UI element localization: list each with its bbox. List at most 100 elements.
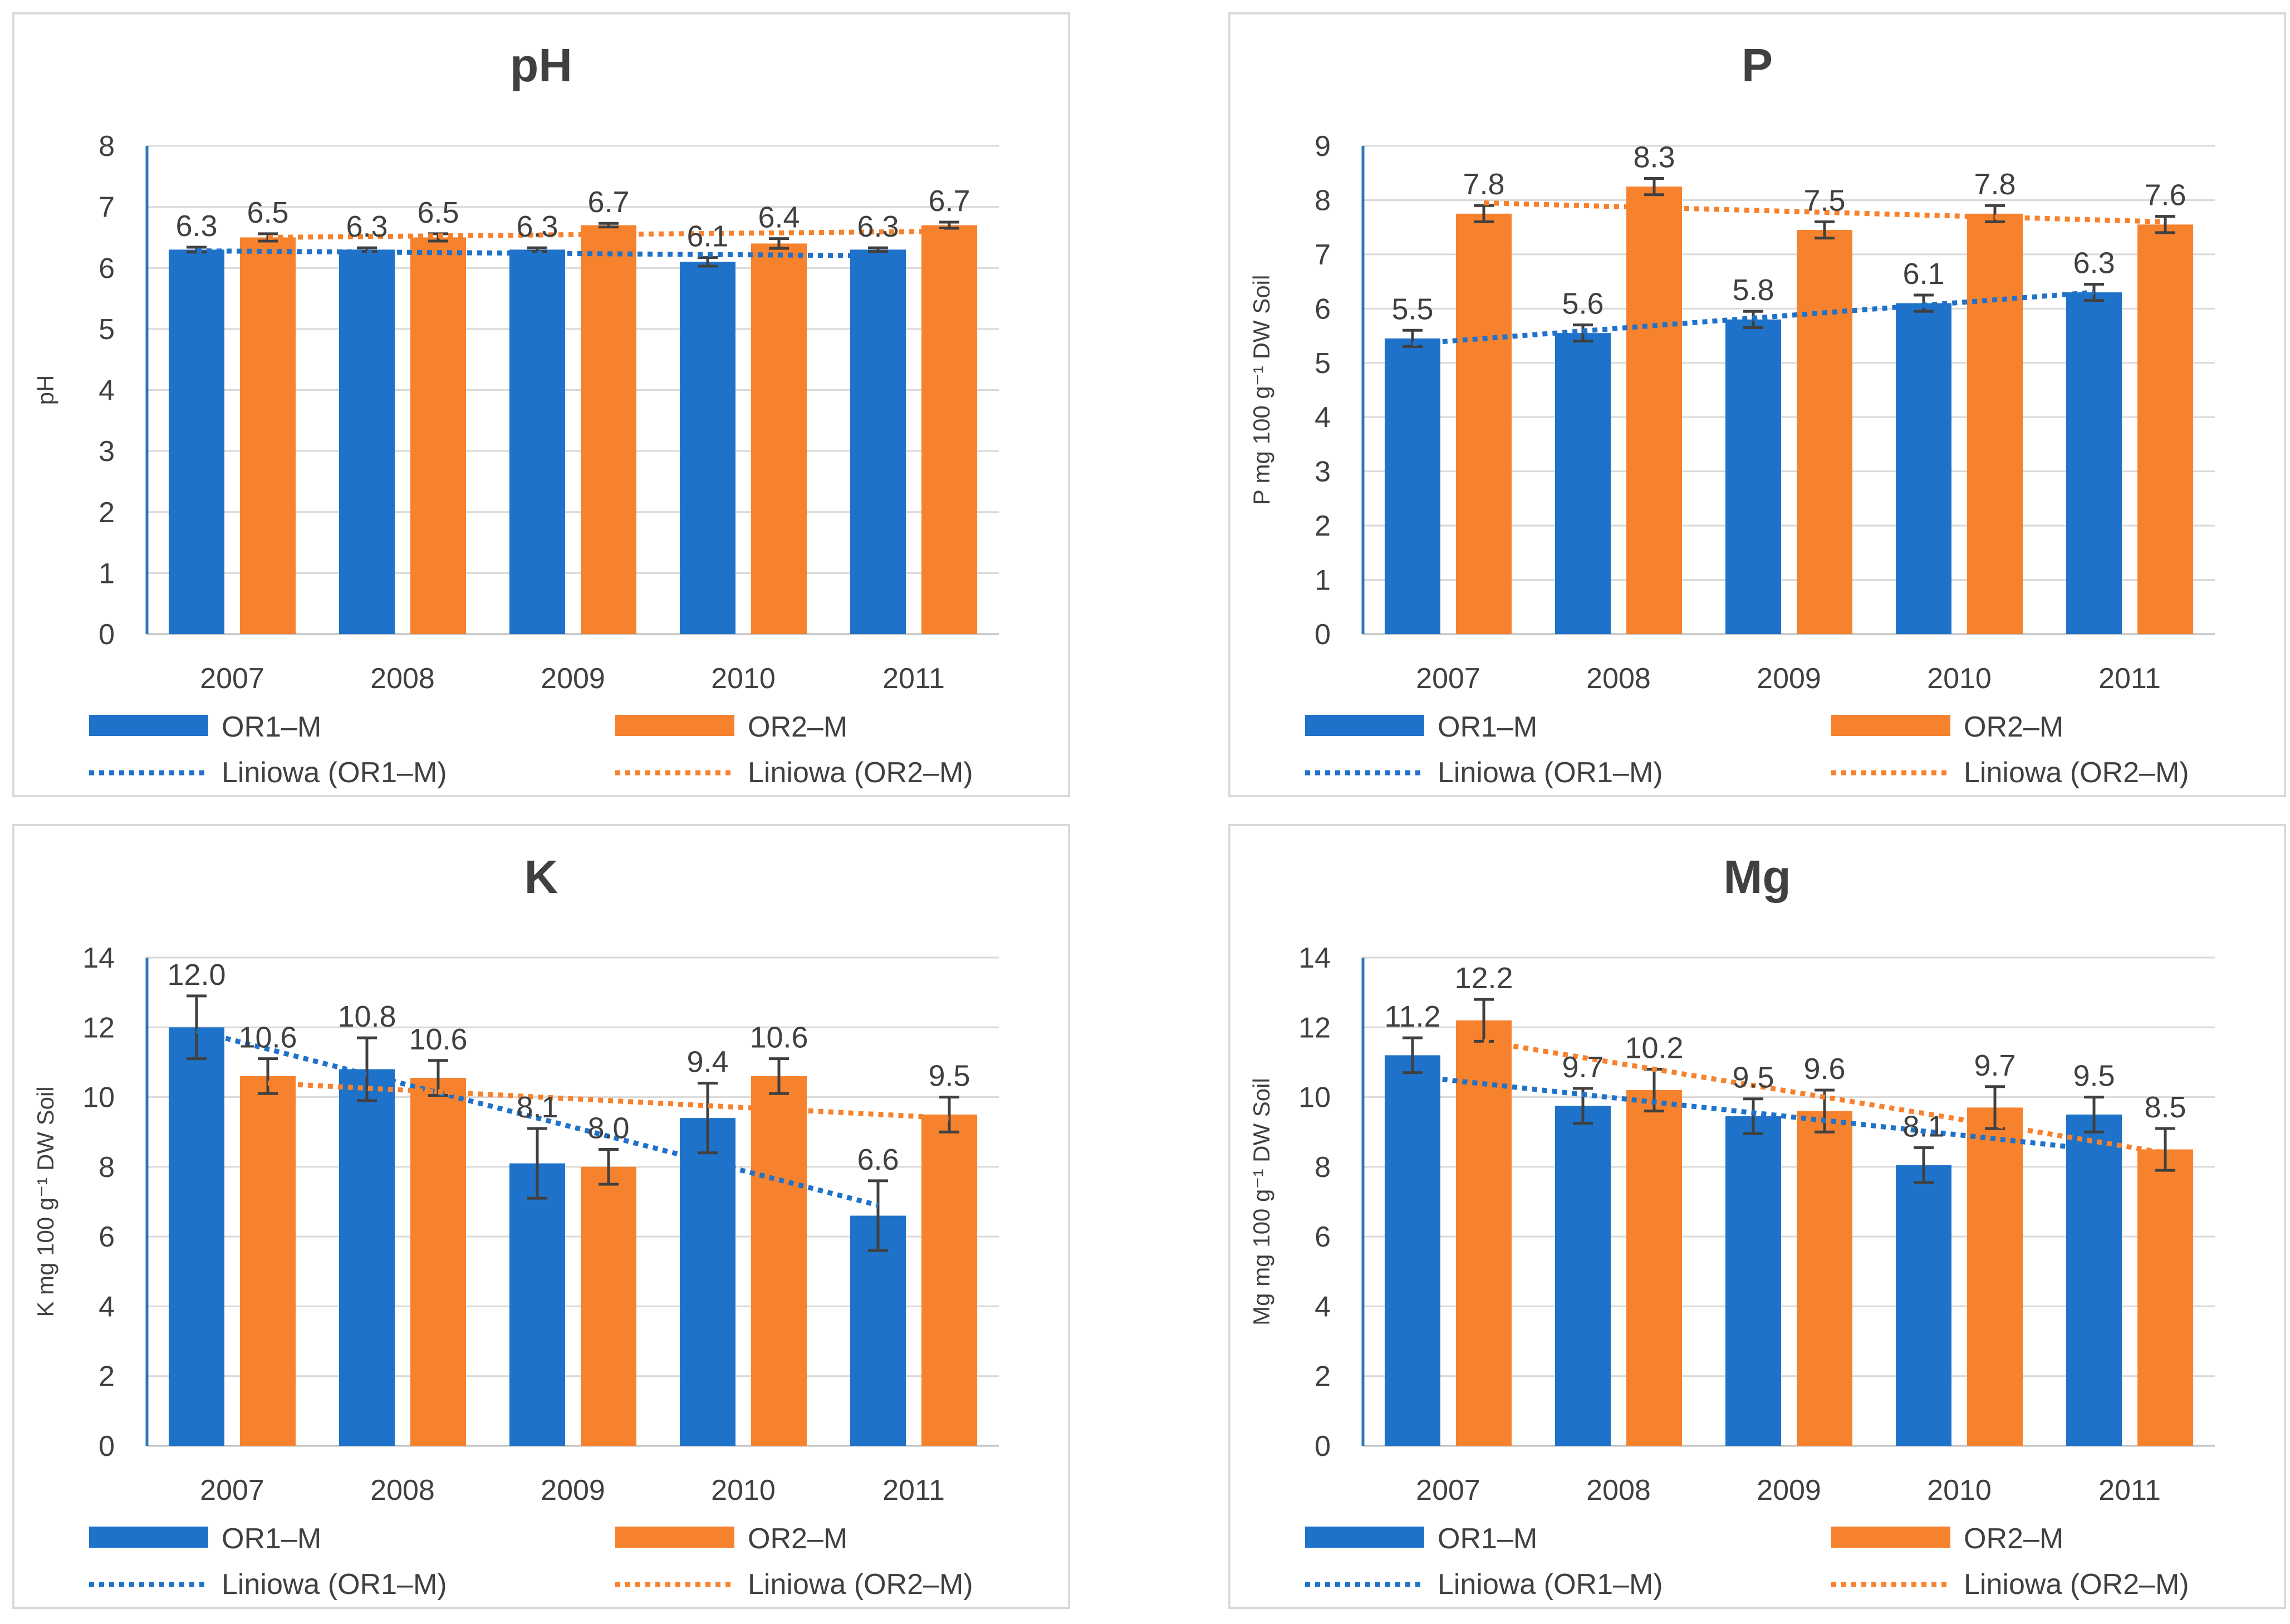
y-tick-label: 9: [1315, 130, 1331, 163]
chart-title: K: [524, 851, 558, 903]
legend-label-or2: OR2–M: [1964, 1523, 2063, 1555]
legend-trend-label-or1: Liniowa (OR1–M): [1438, 1568, 1663, 1601]
error-bar: [2155, 215, 2175, 234]
bar-or1-2009: [1725, 1116, 1781, 1446]
bar-or1-2009: [509, 1163, 565, 1446]
x-tick-label: 2007: [200, 663, 264, 695]
legend-trend-label-or1: Liniowa (OR1–M): [222, 1568, 447, 1601]
x-tick-label: 2007: [1416, 663, 1480, 695]
trendline-or2: [267, 228, 950, 240]
error-bar: [769, 237, 789, 250]
x-tick-label: 2007: [1416, 1474, 1480, 1507]
y-tick-label: 4: [1315, 1291, 1331, 1323]
bar-or2-2010: [1967, 1107, 2023, 1446]
bar-or1-2007: [1385, 1055, 1440, 1446]
legend-swatch-or2: [615, 1527, 734, 1548]
error-bar: [939, 1096, 959, 1134]
error-bar: [527, 1127, 547, 1200]
legend-trend-label-or2: Liniowa (OR2–M): [748, 1568, 973, 1601]
y-axis-title: P mg 100 g⁻¹ DW Soil: [1248, 275, 1274, 506]
data-label: 6.1: [686, 220, 728, 253]
chart-svg: P 0 1 2 3 4 5 6 7 8 9 P mg 100 g⁻¹ DW Soil 5.5 5.6 5.8…: [1248, 39, 2215, 789]
bar-or1-2010: [1896, 303, 1951, 634]
bar-or1-2008: [1555, 333, 1611, 634]
chart-svg: Mg 0 2 4 6 8 10 12 14 Mg mg 100 g⁻¹ DW Soil 11.2 9.…: [1248, 851, 2215, 1601]
bar-or2-2007: [1456, 1020, 1512, 1446]
data-label: 8.5: [2144, 1091, 2186, 1124]
x-tick-label: 2011: [882, 1474, 945, 1507]
data-label: 7.5: [1803, 184, 1845, 217]
data-label: 8.1: [516, 1091, 558, 1124]
y-axis-title: K mg 100 g⁻¹ DW Soil: [32, 1086, 58, 1317]
y-tick-label: 8: [1315, 1151, 1331, 1184]
chart-panel-mg: Mg 0 2 4 6 8 10 12 14 Mg mg 100 g⁻¹ DW Soil 11.2 9.…: [1228, 824, 2286, 1609]
legend-label-or1: OR1–M: [222, 711, 321, 743]
error-bar: [1474, 204, 1494, 223]
error-bar: [357, 1036, 377, 1102]
trendline-or1: [1412, 290, 2095, 347]
bar-or2-2010: [1967, 213, 2023, 634]
legend-swatch-or2: [615, 715, 734, 736]
data-label: 6.3: [175, 209, 217, 243]
bar-or1-2011: [850, 249, 906, 634]
x-tick-label: 2010: [711, 1474, 776, 1507]
data-label: 6.3: [516, 210, 558, 243]
data-label: 8.3: [1633, 140, 1675, 174]
error-bar: [939, 220, 959, 230]
data-label: 6.5: [417, 196, 459, 229]
y-tick-label: 0: [1315, 619, 1331, 651]
data-label: 6.3: [2073, 246, 2115, 279]
error-bar: [769, 1057, 789, 1095]
y-tick-label: 0: [99, 619, 115, 651]
x-tick-label: 2009: [541, 663, 605, 695]
trendline-or2: [1483, 200, 2166, 224]
data-label: 6.7: [928, 184, 970, 218]
data-label: 6.6: [857, 1143, 899, 1176]
bar-or1-2008: [339, 249, 395, 634]
y-tick-label: 6: [99, 1221, 115, 1253]
legend-trend-label-or2: Liniowa (OR2–M): [748, 757, 973, 789]
legend-swatch-or2: [1831, 1527, 1950, 1548]
bar-or1-2010: [1896, 1165, 1951, 1446]
x-tick-label: 2010: [1927, 1474, 1992, 1507]
data-label: 9.7: [1562, 1051, 1604, 1084]
error-bar: [2084, 282, 2104, 302]
chart-svg: K 0 2 4 6 8 10 12 14 K mg 100 g⁻¹ DW Soil 12.0 10.8…: [32, 851, 999, 1601]
y-tick-label: 7: [1315, 239, 1331, 271]
data-label: 8.1: [1902, 1110, 1944, 1143]
y-axis-title: pH: [32, 375, 58, 405]
legend-label-or2: OR2–M: [1964, 711, 2063, 743]
data-label: 12.0: [167, 958, 225, 992]
trendline-or1: [196, 248, 879, 258]
error-bar: [868, 246, 888, 253]
data-label: 7.8: [1974, 168, 2016, 201]
data-label: 10.6: [409, 1023, 467, 1056]
x-tick-label: 2011: [882, 663, 945, 695]
data-label: 9.5: [2073, 1059, 2115, 1093]
bar-or2-2009: [581, 1166, 636, 1446]
y-tick-label: 14: [82, 942, 115, 974]
bar-or1-2008: [1555, 1106, 1611, 1446]
data-label: 7.8: [1463, 168, 1504, 201]
bar-or2-2010: [751, 1076, 807, 1446]
bar-or2-2008: [410, 1078, 466, 1446]
y-tick-label: 4: [99, 1291, 115, 1323]
data-label: 9.5: [928, 1059, 970, 1093]
bar-or2-2010: [751, 243, 807, 634]
data-label: 11.2: [1384, 1000, 1440, 1033]
bar-or2-2011: [2137, 1149, 2193, 1446]
x-tick-label: 2007: [200, 1474, 264, 1507]
legend-trend-label-or1: Liniowa (OR1–M): [222, 757, 447, 789]
error-bar: [599, 1148, 619, 1186]
y-tick-label: 8: [99, 130, 115, 163]
error-bar: [1815, 220, 1835, 240]
y-tick-label: 8: [99, 1151, 115, 1184]
error-bar: [698, 1082, 718, 1155]
x-tick-label: 2008: [370, 663, 435, 695]
error-bar: [698, 256, 718, 268]
y-tick-label: 8: [1315, 184, 1331, 217]
y-tick-label: 5: [99, 313, 115, 346]
data-label: 5.8: [1732, 273, 1774, 307]
error-bar: [187, 994, 207, 1061]
y-tick-label: 2: [99, 497, 115, 529]
